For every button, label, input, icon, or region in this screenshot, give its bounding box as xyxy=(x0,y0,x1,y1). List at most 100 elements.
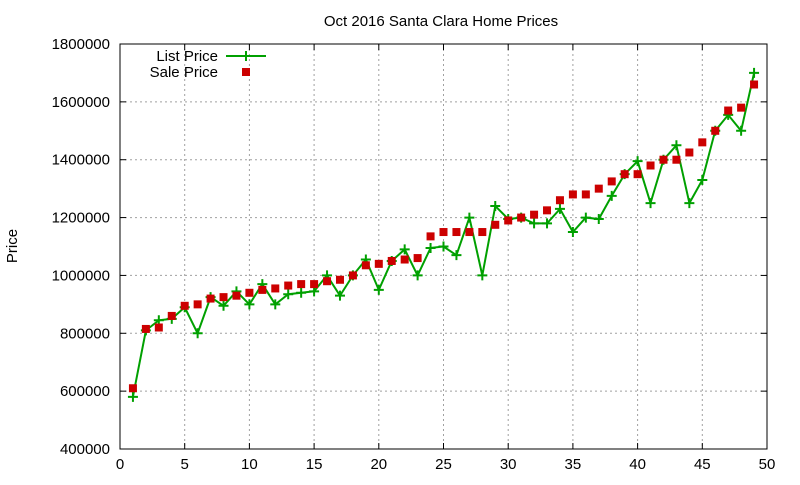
list-price-point xyxy=(451,250,462,261)
sale-price-point xyxy=(724,106,733,115)
list-price-point xyxy=(632,156,643,167)
list-price-point xyxy=(438,241,449,252)
sale-price-point xyxy=(141,324,150,333)
sale-price-point xyxy=(555,196,564,205)
series-layer xyxy=(127,67,760,402)
list-price-point xyxy=(606,190,617,201)
list-price-point xyxy=(529,218,540,229)
sale-price-point xyxy=(750,80,759,89)
sale-price-point xyxy=(478,228,487,237)
sale-price-point xyxy=(633,170,642,179)
list-price-point xyxy=(593,214,604,225)
sale-price-point xyxy=(271,284,280,293)
x-tick-label: 5 xyxy=(181,456,189,473)
list-price-point xyxy=(334,290,345,301)
legend: List Price Sale Price xyxy=(150,48,266,81)
sale-price-point xyxy=(659,155,668,164)
list-price-point xyxy=(736,125,747,136)
sale-price-point xyxy=(128,384,137,393)
sale-price-point xyxy=(737,103,746,112)
sale-price-point xyxy=(465,228,474,237)
sale-price-point xyxy=(413,254,422,263)
sale-price-point xyxy=(594,184,603,193)
sale-price-point xyxy=(452,228,461,237)
sale-price-point xyxy=(504,216,513,225)
y-tick-label: 600000 xyxy=(60,383,110,400)
legend-sample-list-price-marker xyxy=(241,51,251,61)
list-price-point xyxy=(580,212,591,223)
sale-price-point xyxy=(387,256,396,265)
sale-price-point xyxy=(685,148,694,157)
sale-price-point xyxy=(620,170,629,179)
sale-price-point xyxy=(517,213,526,222)
list-price-point xyxy=(671,140,682,151)
chart-title: Oct 2016 Santa Clara Home Prices xyxy=(324,13,558,30)
y-tick-label: 400000 xyxy=(60,441,110,458)
sale-price-point xyxy=(335,275,344,284)
list-price-point xyxy=(244,299,255,310)
list-price-point xyxy=(218,300,229,311)
list-price-point xyxy=(542,218,553,229)
sale-price-point xyxy=(581,190,590,199)
sale-price-point xyxy=(646,161,655,170)
sale-price-point xyxy=(672,155,681,164)
sale-price-point xyxy=(245,288,254,297)
list-price-point xyxy=(425,242,436,253)
list-price-point xyxy=(412,270,423,281)
x-tick-label: 45 xyxy=(694,456,711,473)
y-tick-label: 1600000 xyxy=(52,94,110,111)
sale-price-point xyxy=(284,281,293,290)
y-tick-label: 1400000 xyxy=(52,152,110,169)
list-price-point xyxy=(296,287,307,298)
x-tick-label: 25 xyxy=(435,456,452,473)
list-price-point xyxy=(373,284,384,295)
x-tick-label: 0 xyxy=(116,456,124,473)
sale-price-point xyxy=(297,280,306,289)
y-tick-label: 1800000 xyxy=(52,36,110,53)
list-price-point xyxy=(464,212,475,223)
sale-price-point xyxy=(180,301,189,310)
list-price-point xyxy=(749,67,760,78)
sale-price-point xyxy=(400,255,409,264)
list-price-point xyxy=(399,244,410,255)
sale-price-point xyxy=(323,277,332,286)
y-tick-label: 800000 xyxy=(60,325,110,342)
sale-price-point xyxy=(258,285,267,294)
sale-price-point xyxy=(193,300,202,309)
axis-ticks xyxy=(119,43,768,450)
list-price-point xyxy=(567,227,578,238)
tick-labels: 0 5 10 15 20 25 30 35 40 45 50 400000 600000 800000 10… xyxy=(52,36,776,473)
sale-price-point xyxy=(154,323,163,332)
sale-price-point xyxy=(219,293,228,302)
x-tick-label: 10 xyxy=(241,456,258,473)
x-tick-label: 35 xyxy=(565,456,582,473)
sale-price-point xyxy=(426,232,435,241)
sale-price-point xyxy=(568,190,577,199)
y-tick-label: 1000000 xyxy=(52,267,110,284)
sale-price-point xyxy=(439,228,448,237)
sale-price-point xyxy=(530,210,539,219)
x-tick-label: 15 xyxy=(306,456,323,473)
y-tick-label: 1200000 xyxy=(52,210,110,227)
list-price-point xyxy=(192,328,203,339)
sale-price-point xyxy=(167,311,176,320)
sale-price-point xyxy=(348,271,357,280)
sale-price-point xyxy=(491,220,500,229)
legend-sample-sale-price-marker xyxy=(242,68,250,76)
sale-price-point xyxy=(698,138,707,147)
sale-price-point xyxy=(607,177,616,186)
sale-price-point xyxy=(206,294,215,303)
list-price-point xyxy=(127,391,138,402)
x-tick-label: 20 xyxy=(370,456,387,473)
sale-price-point xyxy=(310,280,319,289)
list-price-point xyxy=(283,289,294,300)
list-price-point xyxy=(684,198,695,209)
sale-price-point xyxy=(374,259,383,268)
list-price-point xyxy=(477,270,488,281)
x-tick-label: 30 xyxy=(500,456,517,473)
y-axis-label: Price xyxy=(4,229,21,263)
x-tick-label: 50 xyxy=(759,456,776,473)
x-tick-label: 40 xyxy=(629,456,646,473)
